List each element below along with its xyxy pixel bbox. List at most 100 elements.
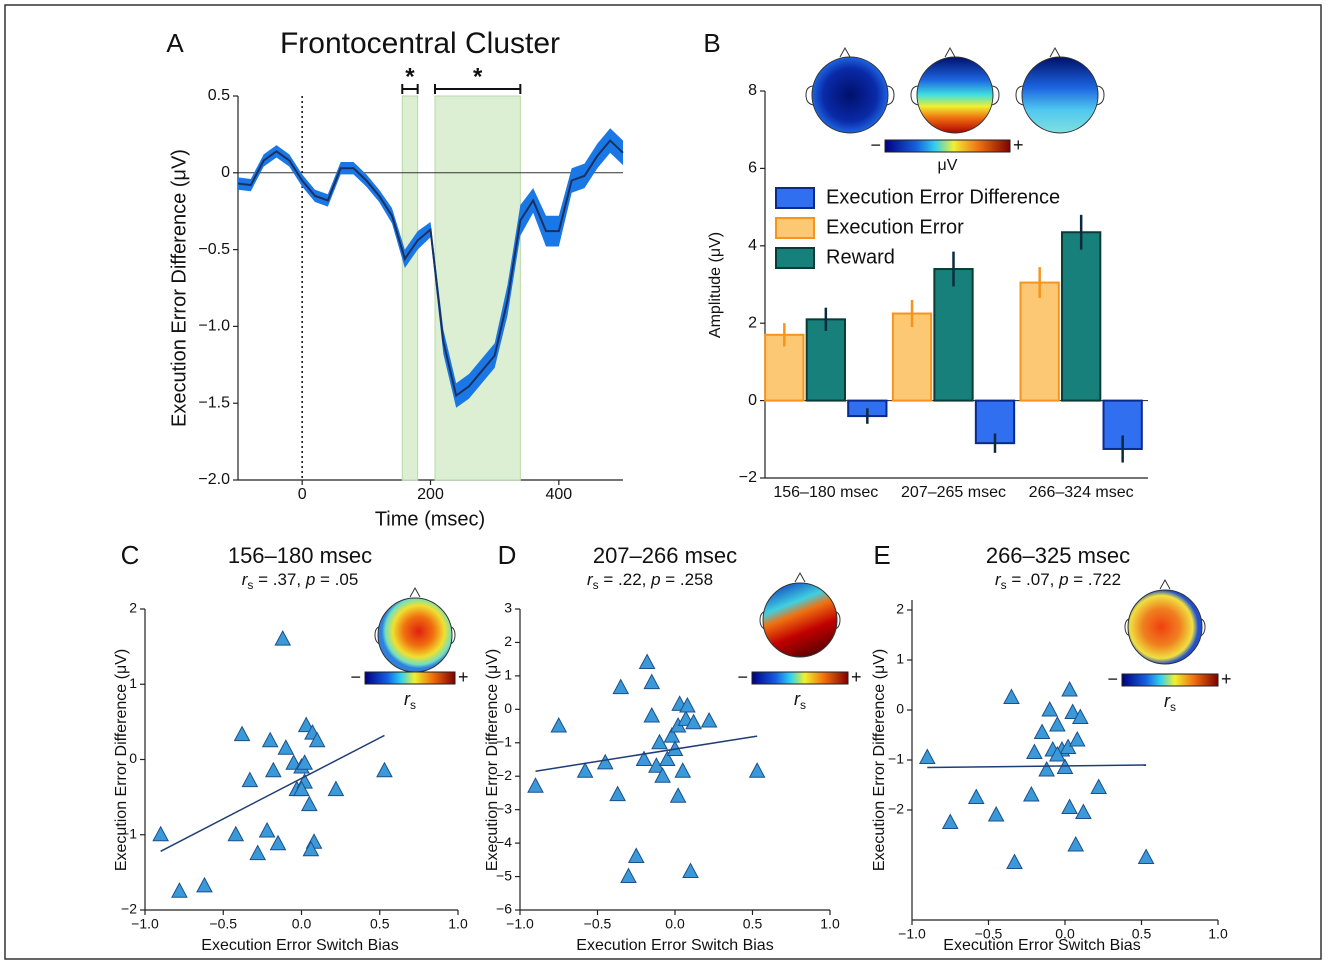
chart-title: 207–266 msec <box>593 543 737 568</box>
point <box>327 780 345 797</box>
point <box>612 678 630 695</box>
point <box>261 731 279 748</box>
topo-map <box>910 46 1000 134</box>
topo-map <box>805 46 895 134</box>
y-tick-label: 1 <box>129 675 137 691</box>
x-tick-label: −1.0 <box>131 916 159 932</box>
colorbar-plus: + <box>1013 135 1024 155</box>
x-tick-label: 0.0 <box>1055 926 1075 942</box>
point <box>643 706 661 723</box>
point <box>1023 785 1040 802</box>
colorbar-label-part: r <box>1164 691 1171 711</box>
y-tick-label: 2 <box>748 314 757 331</box>
point <box>1038 760 1055 777</box>
point <box>987 805 1005 822</box>
point <box>550 716 568 733</box>
colorbar <box>1121 673 1219 687</box>
x-tick-label: 400 <box>545 486 572 503</box>
y-tick-label: −2 <box>496 767 512 783</box>
point <box>651 733 668 750</box>
colorbar <box>751 671 849 685</box>
colorbar-label-part: s <box>800 698 806 712</box>
y-tick-label: −2 <box>739 469 757 486</box>
point <box>308 731 326 748</box>
x-tick-label: 1.0 <box>1208 926 1228 942</box>
y-tick-label: 6 <box>748 160 757 177</box>
point <box>1026 743 1043 759</box>
panel-label: C <box>121 540 140 570</box>
panel-label: A <box>166 28 184 58</box>
y-tick-label: −4 <box>496 834 512 850</box>
x-tick-label: 0.0 <box>292 916 312 932</box>
y-tick-label: −2 <box>121 901 137 917</box>
y-tick-label: 4 <box>748 237 757 254</box>
point <box>241 771 259 788</box>
legend-label: Execution Error Difference <box>826 186 1060 208</box>
colorbar-minus: − <box>870 135 881 155</box>
y-tick-label: 3 <box>504 600 512 616</box>
statistics-part: r <box>242 570 249 589</box>
topo-map <box>1015 46 1105 134</box>
point <box>296 754 313 770</box>
colorbar-plus: + <box>458 667 469 687</box>
x-tick-label: 1.0 <box>820 916 840 932</box>
x-axis-label: Execution Error Switch Bias <box>201 937 398 954</box>
point <box>1075 803 1092 819</box>
y-tick-label: 0 <box>504 700 512 716</box>
y-axis-label: Execution Error Difference (μV) <box>484 649 501 871</box>
x-tick-label: 0 <box>298 486 307 503</box>
colorbar-label-part: s <box>1170 700 1176 714</box>
statistics-part: p <box>305 570 315 589</box>
y-tick-label: 0 <box>748 392 757 409</box>
x-tick-label: 0.5 <box>370 916 390 932</box>
topo-map <box>759 571 841 658</box>
point <box>264 761 282 778</box>
statistics-part: = .22, <box>599 570 651 589</box>
x-tick-label: −0.5 <box>584 916 612 932</box>
y-tick-label: −3 <box>496 800 512 816</box>
chart-title: Frontocentral Cluster <box>280 27 560 60</box>
point <box>1049 715 1066 732</box>
colorbar-minus: − <box>1107 669 1118 689</box>
point <box>196 876 213 893</box>
bar <box>933 268 974 402</box>
panel-label: D <box>498 540 517 570</box>
point <box>152 825 169 842</box>
y-tick-label: 2 <box>129 600 137 616</box>
significance-label: * <box>405 63 415 90</box>
statistics: rs = .07, p = .722 <box>995 570 1121 592</box>
topographies <box>374 46 1206 673</box>
x-tick-label: −1.0 <box>506 916 534 932</box>
legend-label: Execution Error <box>826 216 964 238</box>
legend-swatch <box>775 187 815 209</box>
y-tick-label: 1 <box>896 651 904 667</box>
point <box>227 825 245 842</box>
x-tick-label: 156–180 msec <box>773 484 878 501</box>
point <box>674 762 692 778</box>
y-tick-label: −1 <box>888 751 904 767</box>
topo-map <box>374 586 456 673</box>
point <box>627 847 645 863</box>
y-tick-label: 1 <box>504 667 512 683</box>
point <box>376 761 393 778</box>
point <box>941 813 959 829</box>
bar <box>891 312 933 402</box>
significance-label: * <box>473 63 483 90</box>
x-tick-label: 0.5 <box>743 916 763 932</box>
point <box>700 711 718 728</box>
statistics-part: s <box>1001 578 1007 592</box>
x-tick-label: 200 <box>417 486 444 503</box>
x-tick-label: 207–265 msec <box>901 484 1006 501</box>
y-tick-label: −2.0 <box>198 471 230 488</box>
x-axis-label: Execution Error Switch Bias <box>943 937 1140 954</box>
point <box>682 862 699 879</box>
x-tick-label: −0.5 <box>209 916 237 932</box>
panel-label: E <box>873 540 890 570</box>
statistics-part: r <box>587 570 594 589</box>
point <box>748 762 766 778</box>
panel-label: B <box>703 28 720 58</box>
point <box>277 739 295 755</box>
statistics: rs = .22, p = .258 <box>587 570 713 592</box>
colorbar-label: rs <box>1164 691 1176 714</box>
